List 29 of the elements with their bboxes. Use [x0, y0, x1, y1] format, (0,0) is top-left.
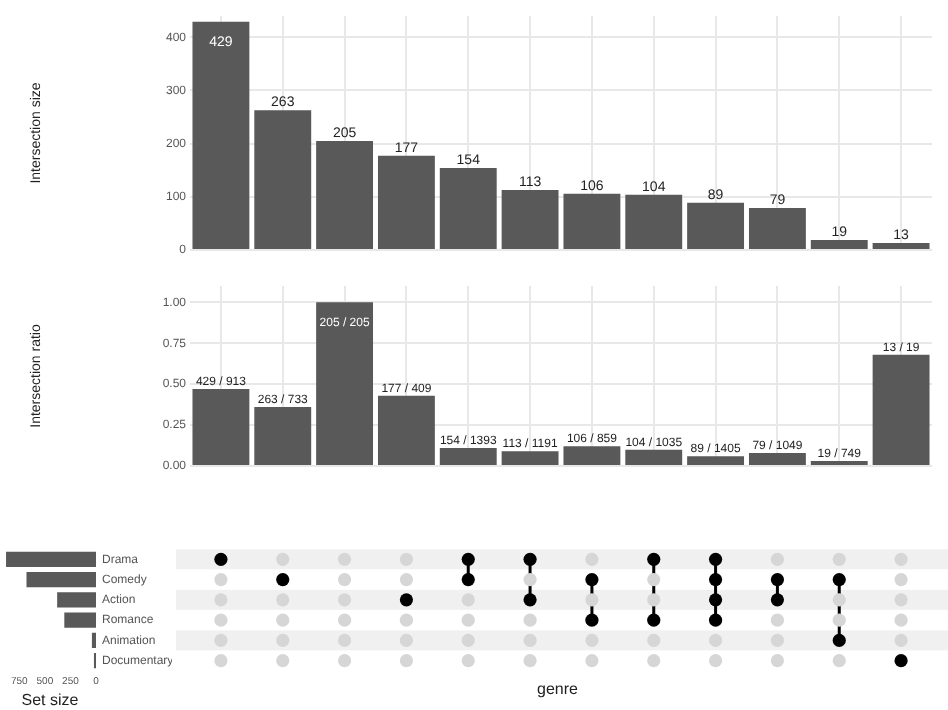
bar [64, 612, 96, 628]
bar [192, 389, 250, 465]
bar [687, 202, 745, 249]
bar [254, 110, 312, 249]
bar [316, 140, 374, 249]
text: genre [537, 680, 578, 698]
bar [501, 189, 559, 249]
bar [810, 239, 868, 249]
bar [625, 449, 683, 465]
bar [872, 354, 930, 465]
bar [687, 456, 745, 465]
bar [316, 302, 374, 465]
bar [439, 168, 497, 249]
bar [57, 592, 96, 608]
x-axis-title: Set size [21, 690, 80, 709]
bar [377, 155, 435, 249]
bar [26, 572, 96, 588]
bar [501, 451, 559, 465]
bar [439, 448, 497, 465]
bar [254, 407, 312, 465]
bar [872, 243, 930, 249]
bar [563, 446, 621, 465]
bar [748, 452, 806, 465]
bar [563, 193, 621, 249]
bar [377, 395, 435, 465]
bar [625, 194, 683, 249]
bar [6, 551, 96, 567]
bar [748, 207, 806, 249]
bar [192, 21, 250, 249]
